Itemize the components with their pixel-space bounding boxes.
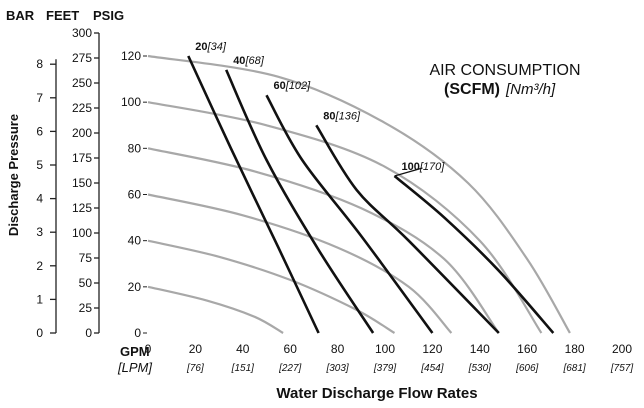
air-curve-scfm-60: 60 [274, 80, 286, 92]
bar-tick-label: 7 [36, 91, 43, 105]
bar-tick-label: 1 [36, 292, 43, 306]
x-tick-lpm: [227] [278, 363, 301, 374]
psig-tick-label: 60 [128, 188, 142, 202]
x-tick-gpm: 120 [422, 342, 442, 356]
x-tick-lpm: [681] [562, 363, 585, 374]
feet-tick-label: 0 [85, 326, 92, 340]
x-tick-lpm: [76] [186, 363, 204, 374]
feet-tick-label: 225 [72, 101, 92, 115]
feet-tick-label: 25 [79, 301, 93, 315]
x-tick-gpm: 180 [565, 342, 585, 356]
legend-title: AIR CONSUMPTION [429, 62, 580, 79]
feet-tick-label: 125 [72, 201, 92, 215]
x-unit-gpm: GPM [120, 344, 150, 359]
air-curve-label-40: 40[68] [233, 55, 265, 67]
feet-tick-label: 50 [79, 276, 93, 290]
bar-tick-label: 0 [36, 326, 43, 340]
feet-tick-label: 75 [79, 251, 93, 265]
pressure-curve-p40 [147, 239, 396, 334]
air-curve-nm3h-40: [68] [244, 55, 264, 67]
x-tick-lpm: [454] [420, 363, 443, 374]
air-curve-80 [315, 124, 500, 334]
x-tick-gpm: 160 [517, 342, 537, 356]
pressure-curve-p80 [147, 147, 500, 334]
x-tick-gpm: 40 [236, 342, 250, 356]
bar-tick-label: 3 [36, 225, 43, 239]
x-tick-lpm: [303] [325, 363, 348, 374]
feet-tick-label: 100 [72, 226, 92, 240]
feet-tick-label: 300 [72, 26, 92, 40]
air-curve-label-20: 20[34] [195, 41, 227, 53]
air-curve-20 [187, 55, 320, 334]
feet-tick-label: 150 [72, 176, 92, 190]
x-axis: 0 20 [76] 40 [151] 60 [227] 80 [303] 100 [379] 120 [… [145, 342, 634, 374]
x-tick-gpm: 60 [284, 342, 298, 356]
air-curve-scfm-80: 80 [323, 110, 335, 122]
psig-axis-header: PSIG [93, 8, 124, 23]
pressure-curve-p120 [147, 54, 571, 334]
bar-tick-label: 5 [36, 158, 43, 172]
bar-axis-header: BAR [6, 8, 35, 23]
air-consumption-curves-layer: 20[34] 40[68] 60[102] 80[136] 100[170] [187, 41, 555, 334]
feet-tick-label: 175 [72, 151, 92, 165]
psig-tick-label: 120 [121, 49, 141, 63]
x-tick-gpm: 200 [612, 342, 632, 356]
pressure-curve-p100 [147, 101, 543, 334]
air-curve-label-80: 80[136] [323, 110, 361, 122]
air-curve-scfm-40: 40 [233, 55, 245, 67]
feet-axis-header: FEET [46, 8, 79, 23]
left-axes: 0204060801001200255075100125150175200225… [36, 26, 147, 340]
air-curve-label-60: 60[102] [274, 80, 312, 92]
feet-tick-label: 200 [72, 126, 92, 140]
air-curve-label-100: 100[170] [402, 161, 446, 173]
air-curve-nm3h-80: [136] [335, 110, 361, 122]
x-tick-gpm: 100 [375, 342, 395, 356]
x-tick-gpm: 0 [145, 342, 152, 356]
x-tick-gpm: 20 [189, 342, 203, 356]
bar-tick-label: 8 [36, 57, 43, 71]
legend-unit-scfm: (SCFM) [444, 81, 500, 98]
x-unit-lpm: [LPM] [117, 360, 152, 375]
psig-tick-label: 100 [121, 95, 141, 109]
air-curve-scfm-20: 20 [195, 41, 207, 53]
pressure-curve-p60 [147, 193, 453, 334]
bar-tick-label: 6 [36, 124, 43, 138]
air-curve-nm3h-60: [102] [285, 80, 311, 92]
psig-tick-label: 20 [128, 280, 142, 294]
feet-tick-label: 275 [72, 51, 92, 65]
psig-tick-label: 40 [128, 234, 142, 248]
x-tick-lpm: [606] [515, 363, 538, 374]
air-curve-60 [265, 94, 434, 334]
x-tick-lpm: [379] [373, 363, 396, 374]
pressure-curves-layer [147, 54, 571, 334]
x-axis-label: Water Discharge Flow Rates [276, 385, 477, 402]
bar-tick-label: 2 [36, 259, 43, 273]
x-tick-lpm: [757] [610, 363, 633, 374]
feet-tick-label: 250 [72, 76, 92, 90]
y-axis-label: Discharge Pressure [6, 114, 21, 236]
psig-tick-label: 0 [134, 326, 141, 340]
air-curve-40 [225, 69, 375, 334]
air-curve-nm3h-20: [34] [207, 41, 227, 53]
legend-unit-nm3h: [Nm³/h] [505, 81, 556, 98]
bar-tick-label: 4 [36, 192, 43, 206]
x-tick-gpm: 80 [331, 342, 345, 356]
pressure-curve-p20 [147, 285, 284, 334]
air-curve-100-leader [394, 167, 423, 177]
psig-tick-label: 80 [128, 141, 142, 155]
x-tick-lpm: [530] [468, 363, 491, 374]
air-curve-nm3h-100: [170] [419, 161, 445, 173]
x-tick-lpm: [151] [231, 363, 254, 374]
air-curve-100 [393, 175, 555, 334]
x-tick-gpm: 140 [470, 342, 490, 356]
